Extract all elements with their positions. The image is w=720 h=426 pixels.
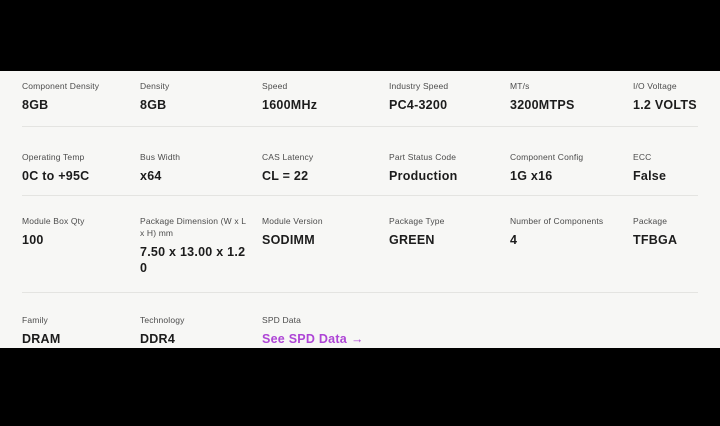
spec-cell-speed: Speed 1600MHz (262, 81, 389, 127)
spec-label: Module Version (262, 216, 323, 226)
spec-label: Family (22, 315, 48, 325)
spec-value: DRAM (22, 331, 61, 346)
spec-label: Operating Temp (22, 152, 85, 162)
spec-cell-family: Family DRAM (22, 315, 140, 348)
spec-value: 8GB (140, 97, 167, 112)
spec-cell-bus-width: Bus Width x64 (140, 152, 262, 196)
spec-cell-ecc: ECC False (633, 152, 714, 196)
letterbox-bottom-bar (0, 348, 720, 426)
spec-value: 3200MTPS (510, 97, 575, 112)
letterbox-top-bar (0, 0, 720, 71)
spec-label: Industry Speed (389, 81, 449, 91)
spd-data-link[interactable]: See SPD Data → (262, 331, 364, 347)
spec-value: x64 (140, 168, 162, 183)
spec-label: Package (633, 216, 668, 226)
spec-label: Bus Width (140, 152, 181, 162)
spec-cell-number-of-components: Number of Components 4 (510, 216, 633, 293)
spec-value: PC4-3200 (389, 97, 448, 112)
spec-value: GREEN (389, 232, 435, 247)
spec-label: Package Dimension (W x L x H) mm (140, 216, 246, 238)
spec-label: Speed (262, 81, 288, 91)
spec-value: 100 (22, 232, 44, 247)
spec-cell-module-box-qty: Module Box Qty 100 (22, 216, 140, 293)
spec-value: 7.50 x 13.00 x 1.20 (140, 244, 246, 275)
spec-panel: Component Density 8GB Density 8GB Speed … (0, 71, 720, 348)
spec-value: CL = 22 (262, 168, 309, 183)
spec-label: Technology (140, 315, 185, 325)
spec-label: SPD Data (262, 315, 301, 325)
spec-label: Density (140, 81, 170, 91)
spec-cell-density: Density 8GB (140, 81, 262, 127)
arrow-right-icon: → (350, 331, 364, 346)
spec-cell-package: Package TFBGA (633, 216, 714, 293)
spec-cell-component-density: Component Density 8GB (22, 81, 140, 127)
spec-value: SODIMM (262, 232, 315, 247)
spec-value: DDR4 (140, 331, 176, 346)
spec-label: Module Box Qty (22, 216, 85, 226)
spec-row-2: Operating Temp 0C to +95C Bus Width x64 … (0, 127, 720, 196)
spec-label: Component Config (510, 152, 584, 162)
spec-row-4: Family DRAM Technology DDR4 SPD Data See… (0, 293, 720, 348)
spec-cell-technology: Technology DDR4 (140, 315, 262, 348)
spec-label: ECC (633, 152, 652, 162)
spec-value: TFBGA (633, 232, 678, 247)
spec-value: 4 (510, 232, 518, 247)
spec-cell-module-version: Module Version SODIMM (262, 216, 389, 293)
spec-label: Part Status Code (389, 152, 457, 162)
spec-label: Number of Components (510, 216, 604, 226)
spec-label: CAS Latency (262, 152, 314, 162)
spd-data-link-text: See SPD Data (262, 331, 347, 346)
spec-label: Package Type (389, 216, 445, 226)
spec-row-3: Module Box Qty 100 Package Dimension (W … (0, 196, 720, 293)
spec-cell-operating-temp: Operating Temp 0C to +95C (22, 152, 140, 196)
spec-cell-spd-data: SPD Data See SPD Data → (262, 315, 389, 348)
spec-cell-component-config: Component Config 1G x16 (510, 152, 633, 196)
spec-label: I/O Voltage (633, 81, 677, 91)
spec-value: 0C to +95C (22, 168, 90, 183)
spec-cell-package-dimension: Package Dimension (W x L x H) mm 7.50 x … (140, 216, 262, 293)
spec-row-1: Component Density 8GB Density 8GB Speed … (0, 71, 720, 127)
spec-value: Production (389, 168, 458, 183)
spec-cell-part-status-code: Part Status Code Production (389, 152, 510, 196)
spec-label: Component Density (22, 81, 100, 91)
spec-label: MT/s (510, 81, 530, 91)
spec-value: 8GB (22, 97, 49, 112)
spec-cell-package-type: Package Type GREEN (389, 216, 510, 293)
spec-cell-industry-speed: Industry Speed PC4-3200 (389, 81, 510, 127)
spec-cell-cas-latency: CAS Latency CL = 22 (262, 152, 389, 196)
spec-cell-io-voltage: I/O Voltage 1.2 VOLTS (633, 81, 714, 127)
spec-value: False (633, 168, 667, 183)
spec-cell-mts: MT/s 3200MTPS (510, 81, 633, 127)
spec-value: 1600MHz (262, 97, 318, 112)
spec-value: 1G x16 (510, 168, 553, 183)
spec-value: 1.2 VOLTS (633, 97, 697, 112)
